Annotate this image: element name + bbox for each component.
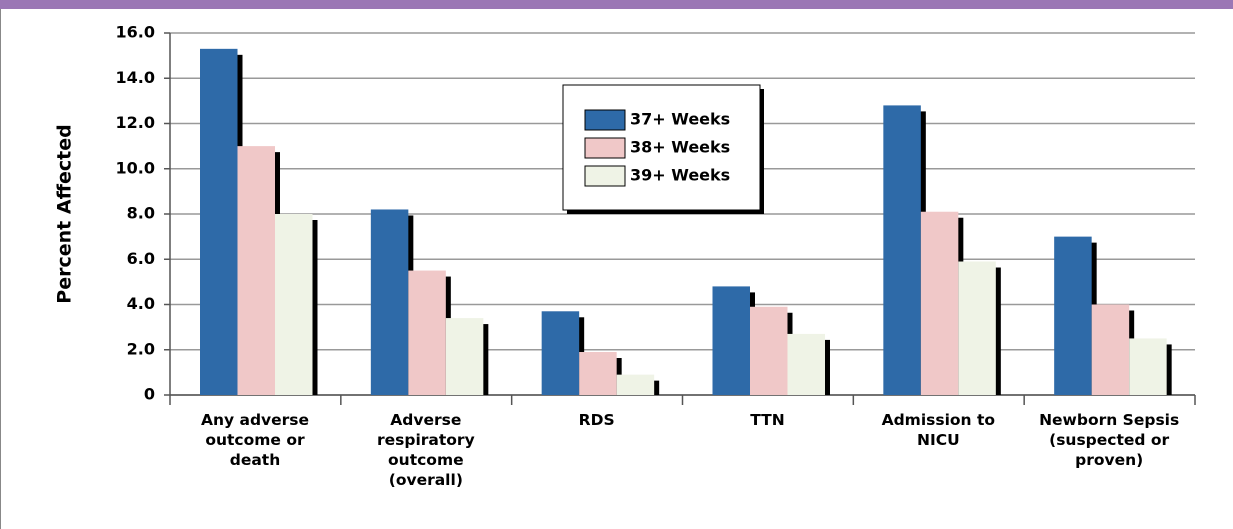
bar xyxy=(200,48,238,396)
y-tick-label: 8.0 xyxy=(127,204,155,223)
y-tick-label: 12.0 xyxy=(116,113,155,132)
legend-swatch xyxy=(584,109,626,131)
bar xyxy=(920,211,959,395)
legend-label: 37+ Weeks xyxy=(630,110,730,129)
legend-swatch xyxy=(584,137,626,159)
y-tick-label: 2.0 xyxy=(127,339,155,358)
legend-label: 39+ Weeks xyxy=(630,166,730,185)
top-bar xyxy=(0,0,1233,9)
bar xyxy=(408,270,446,395)
bar xyxy=(958,261,996,395)
bar xyxy=(750,306,788,395)
bar xyxy=(579,352,617,395)
bar xyxy=(1129,338,1167,395)
x-tick-label: Newborn Sepsis (suspected or proven) xyxy=(1039,411,1180,469)
bar xyxy=(237,146,275,395)
legend-label: 38+ Weeks xyxy=(630,138,730,157)
bar xyxy=(616,374,655,395)
y-tick-label: 4.0 xyxy=(127,294,155,313)
bar xyxy=(370,209,409,395)
bar xyxy=(712,286,750,395)
x-tick-label: TTN xyxy=(750,411,785,429)
y-tick-label: 16.0 xyxy=(116,23,155,42)
bar xyxy=(275,214,313,395)
bar xyxy=(1091,304,1130,395)
bar xyxy=(787,333,825,395)
x-tick-label: RDS xyxy=(578,411,615,429)
y-tick-label: 14.0 xyxy=(116,68,155,87)
bar xyxy=(1054,236,1092,395)
x-tick-label: Any adverse outcome or death xyxy=(200,411,310,469)
bar xyxy=(541,311,580,395)
y-tick-label: 0 xyxy=(144,385,155,404)
y-tick-label: 6.0 xyxy=(127,249,155,268)
bar xyxy=(883,105,921,396)
bar xyxy=(445,318,484,395)
x-tick-label: Adverse respiratory outcome (overall) xyxy=(376,411,475,489)
x-tick-label: Admission to NICU xyxy=(881,411,996,449)
y-axis-label: Percent Affected xyxy=(54,124,76,303)
y-tick-label: 10.0 xyxy=(116,158,155,177)
legend-swatch xyxy=(584,165,626,187)
